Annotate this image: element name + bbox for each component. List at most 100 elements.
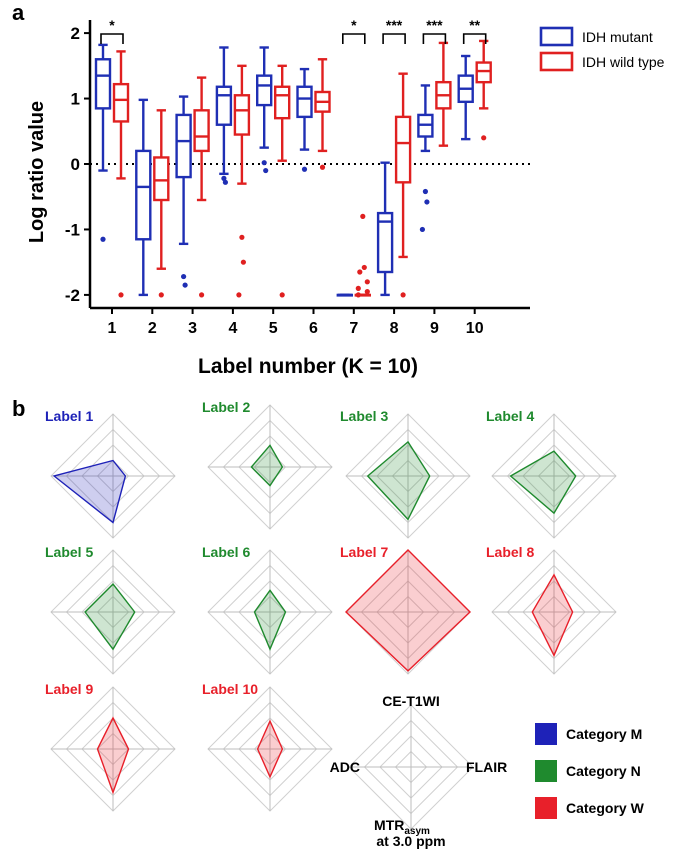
box-mutant-7 [336,293,353,297]
legend-item-category-w: Category W [535,797,645,819]
box-iqr [475,61,492,84]
legend-label: IDH wild type [582,54,665,70]
legend-swatch [539,51,574,72]
legend-swatch [539,26,574,47]
legend-label: IDH mutant [582,29,653,45]
radar-label-5: Label 5 [45,544,176,675]
box-wildtype-7 [354,213,371,298]
outlier-point [319,164,326,170]
box-wildtype-9 [435,41,452,147]
outlier-point [422,188,428,195]
legend-label: Category N [566,763,641,779]
box-wildtype-6 [314,58,331,170]
axes: 210-1-21 2 3 4 5 6 7 8 9 10 [65,20,530,337]
significance-bracket [382,33,406,44]
box-wildtype-5 [274,64,291,298]
radar-title: Label 6 [202,544,250,560]
outlier-point [199,292,205,298]
box-mutant-8 [376,161,394,297]
radar-label-3: Label 3 [340,408,471,539]
outlier-point [240,259,246,265]
box-mutant-3 [175,95,192,288]
outlier-point [239,234,245,240]
axis-label-right: FLAIR [466,759,507,775]
significance-bracket [462,33,487,44]
outlier-point [424,199,430,205]
significance-stars: * [351,17,357,33]
box-iqr [175,113,192,179]
panel-a-boxplot: a Log ratio value Label number (K = 10) … [12,0,665,378]
axis-label-bottom-line2: at 3.0 ppm [376,833,445,849]
outlier-point [279,292,285,298]
box-mutant-4 [215,46,233,185]
panel-a-letter: a [12,0,25,25]
outlier-point [118,292,124,298]
y-tick-label: -1 [65,220,80,239]
box-series [94,39,492,298]
significance-stars: ** [469,17,480,33]
x-tick-label: 3 [188,320,197,337]
radar-label-8: Label 8 [486,544,617,675]
box-iqr [256,74,273,107]
legend-category: Category M Category N Category W [535,723,645,819]
axis-label-left: ADC [330,759,360,775]
box-wildtype-8 [394,72,412,298]
outlier-point [364,289,370,295]
outlier-point [181,273,187,280]
box-iqr [135,149,152,241]
legend-item-idh-mutant: IDH mutant [539,26,653,47]
outlier-point [419,226,425,233]
radar-polygon [256,719,284,779]
outlier-point [355,292,361,298]
radar-title: Label 1 [45,408,93,424]
box-mutant-10 [457,54,474,141]
radar-charts: Label 1 Label 2 Label 3 Label 4 Label 5 Label… [45,399,617,830]
series-idh-mutant [94,43,474,297]
significance-label-8: *** [382,17,406,44]
box-iqr [112,82,130,123]
box-mutant-6 [296,67,313,172]
radar-label-9: Label 9 [45,681,176,812]
radar-polygon [531,573,574,658]
outlier-point [364,279,370,285]
significance-stars: * [109,17,115,33]
x-tick-label: 7 [349,320,358,337]
x-tick-label: 8 [390,320,399,337]
x-tick-label: 10 [466,320,484,337]
significance-label-10: ** [462,17,487,44]
box-iqr [193,109,210,153]
outlier-point [481,135,487,141]
radar-label-10: Label 10 [202,681,333,812]
radar-polygon [253,589,287,652]
axis-label-top: CE-T1WI [382,693,440,709]
x-tick-label: 9 [430,320,439,337]
radar-title: Label 5 [45,544,93,560]
box-mutant-2 [135,98,152,297]
y-axis-label: Log ratio value [26,101,48,243]
box-wildtype-1 [112,50,130,298]
significance-bracket [341,33,366,44]
box-iqr [233,94,251,136]
axis-label-bottom-sub: asym [404,826,430,837]
radar-label-1: Label 1 [45,408,176,539]
radar-title: Label 3 [340,408,388,424]
radar-polygon [52,459,127,524]
legend-idh: IDH mutant IDH wild type [539,26,665,72]
radar-title: Label 2 [202,399,250,415]
outlier-point [182,282,188,288]
significance-stars: *** [426,17,443,33]
outlier-point [158,292,164,298]
radar-axis-key: CE-T1WI FLAIR ADC MTRasym at 3.0 ppm [330,693,508,849]
legend-swatch [535,723,557,745]
radar-polygon [96,716,130,795]
x-tick-label: 6 [309,320,318,337]
outlier-point [221,175,227,181]
box-iqr [296,85,313,119]
box-wildtype-3 [193,76,210,298]
box-wildtype-4 [233,64,251,298]
box-iqr [394,115,412,184]
series-idh-wild-type [112,39,492,298]
y-tick-label: 1 [71,90,80,109]
radar-polygon [509,450,577,515]
